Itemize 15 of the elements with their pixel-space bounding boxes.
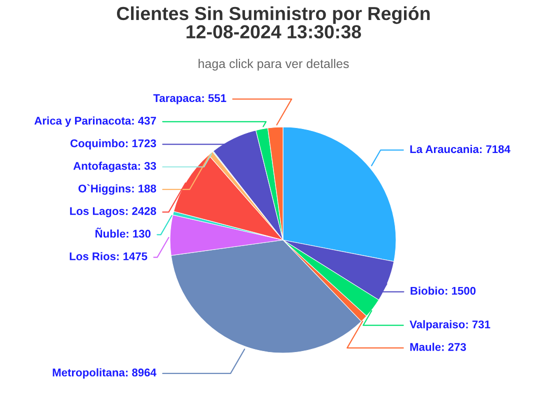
slice-label: O`Higgins: 188 bbox=[78, 184, 156, 195]
slice-label: Metropolitana: 8964 bbox=[52, 368, 156, 379]
slice-label: Antofagasta: 33 bbox=[73, 162, 156, 172]
slice-label: Los Lagos: 2428 bbox=[70, 207, 156, 218]
slice-label: Ñuble: 130 bbox=[96, 228, 151, 238]
slice-label: La Araucania: 7184 bbox=[410, 144, 510, 154]
slice-label: Los Rios: 1475 bbox=[70, 252, 148, 260]
slice-label: Biobio: 1500 bbox=[410, 286, 476, 295]
slice-label: Maule: 273 bbox=[410, 342, 466, 351]
slice-label: Arica y Parinacota: 437 bbox=[34, 116, 156, 127]
chart-title: Clientes Sin Suministro por Región 12-08-2024 13:30:38 bbox=[116, 6, 430, 38]
slice-label: Coquimbo: 1723 bbox=[70, 139, 156, 150]
slice-label: Tarapaca: 551 bbox=[153, 94, 226, 104]
chart-subtitle: haga click para ver detalles bbox=[198, 58, 349, 71]
slice-label: Valparaiso: 731 bbox=[410, 320, 490, 331]
